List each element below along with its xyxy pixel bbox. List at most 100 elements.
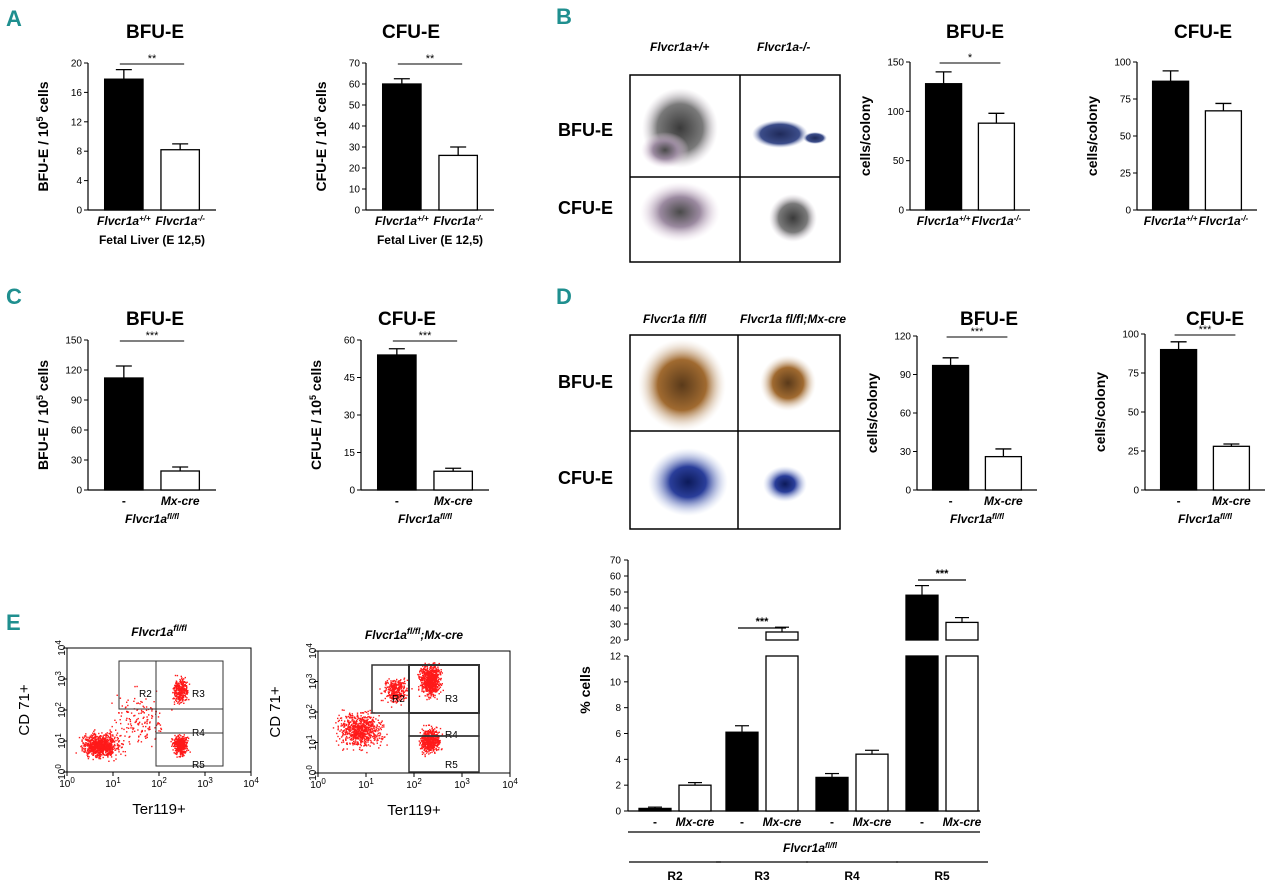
y-axis-label: CFU-E / 105 cells — [313, 81, 329, 191]
data-point — [430, 733, 433, 735]
data-point — [432, 669, 434, 671]
data-point — [386, 695, 388, 698]
data-point — [378, 729, 380, 731]
data-point — [137, 723, 139, 725]
data-point — [173, 697, 175, 699]
data-point — [89, 746, 91, 748]
data-point — [143, 706, 145, 709]
chart-title: CFU-E — [382, 22, 440, 43]
data-point — [372, 716, 375, 719]
data-point — [424, 678, 426, 680]
data-point — [427, 672, 429, 674]
data-point — [175, 736, 178, 738]
bar-upper-segment — [945, 621, 979, 641]
category-label: - — [740, 815, 744, 829]
data-point — [109, 744, 112, 746]
data-point — [393, 692, 395, 695]
data-point — [424, 754, 426, 756]
data-point — [383, 736, 385, 738]
data-point — [118, 744, 120, 747]
data-point — [348, 723, 350, 726]
data-point — [86, 752, 88, 754]
data-point — [181, 684, 184, 687]
x-axis-label: Fetal Liver (E 12,5) — [99, 233, 205, 247]
data-point — [396, 688, 399, 690]
data-point — [108, 748, 111, 751]
data-point — [351, 735, 353, 738]
x-axis-label: Ter119+ — [387, 802, 441, 819]
data-point — [390, 682, 392, 684]
data-point — [440, 691, 442, 693]
data-point — [173, 742, 175, 744]
data-point — [435, 742, 438, 744]
data-point — [398, 688, 400, 690]
data-point — [101, 732, 103, 734]
data-point — [432, 678, 434, 681]
data-point — [185, 743, 188, 745]
data-point — [91, 734, 94, 737]
data-point — [421, 690, 423, 693]
data-point — [436, 736, 439, 738]
data-point — [179, 747, 182, 750]
data-point — [396, 701, 398, 703]
data-point — [97, 741, 99, 743]
data-point — [431, 751, 433, 754]
data-point — [176, 749, 179, 751]
data-point — [347, 733, 349, 735]
data-point — [343, 725, 345, 727]
y-axis-label: cells/colony — [1092, 372, 1108, 452]
data-point — [136, 718, 138, 721]
data-point — [357, 735, 359, 737]
data-point — [144, 722, 146, 724]
data-point — [375, 729, 377, 732]
data-point — [390, 686, 393, 688]
data-point — [423, 736, 425, 738]
data-point — [87, 748, 89, 750]
data-point — [428, 680, 430, 683]
data-point — [99, 755, 102, 757]
data-point — [357, 736, 359, 738]
data-point — [85, 733, 87, 735]
data-point — [158, 722, 160, 725]
data-point — [113, 746, 115, 748]
data-point — [399, 683, 402, 686]
data-point — [424, 736, 426, 739]
data-point — [399, 695, 401, 697]
bar — [376, 354, 417, 491]
data-point — [423, 682, 425, 684]
data-point — [108, 750, 110, 752]
data-point — [90, 734, 93, 736]
data-point — [363, 728, 365, 731]
data-point — [424, 665, 427, 668]
significance-label: *** — [1199, 324, 1213, 336]
data-point — [120, 753, 122, 755]
data-point — [356, 737, 358, 740]
data-point — [345, 724, 348, 727]
data-point — [423, 672, 426, 674]
data-point — [438, 684, 440, 687]
data-point — [361, 738, 364, 741]
data-point — [370, 712, 372, 714]
data-point — [354, 728, 357, 730]
data-point — [88, 744, 91, 746]
data-point — [395, 687, 398, 689]
data-point — [399, 685, 401, 687]
data-point — [426, 741, 428, 743]
data-point — [342, 739, 344, 742]
data-point — [395, 682, 397, 684]
data-point — [385, 689, 387, 691]
data-point — [133, 700, 135, 702]
data-point — [395, 690, 398, 693]
data-point — [177, 696, 179, 698]
data-point — [392, 692, 394, 695]
data-point — [176, 742, 178, 744]
data-point — [438, 736, 440, 738]
data-point — [422, 687, 424, 690]
data-point — [358, 719, 361, 722]
data-point — [127, 699, 129, 701]
data-point — [138, 736, 140, 738]
data-point — [434, 675, 437, 677]
data-point — [138, 712, 140, 715]
data-point — [364, 727, 366, 729]
